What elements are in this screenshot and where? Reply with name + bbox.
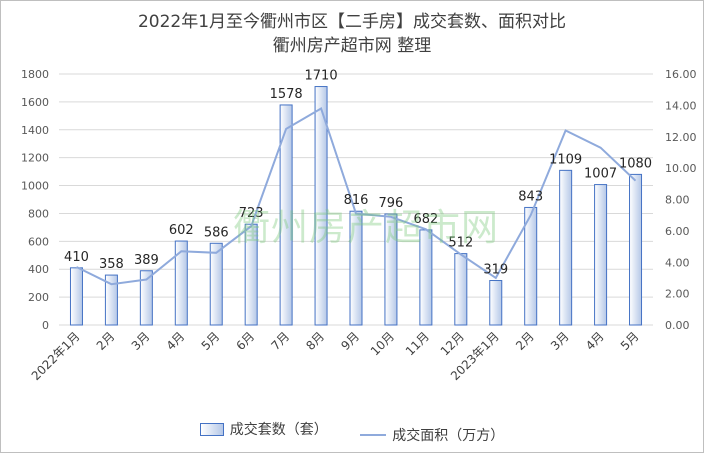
left-axis-tick-label: 800 — [28, 207, 49, 220]
right-axis-tick-label: 2.00 — [665, 288, 690, 301]
chart-title: 2022年1月至今衢州市区【二手房】成交套数、面积对比 — [137, 12, 567, 32]
legend-bar-swatch — [199, 422, 224, 436]
bar — [279, 104, 293, 326]
right-axis-tick-label: 16.00 — [665, 68, 697, 81]
x-axis-tick-label: 8月 — [303, 329, 327, 353]
right-axis-tick-label: 6.00 — [665, 225, 690, 238]
bar — [629, 173, 643, 326]
bar — [594, 184, 608, 326]
bar — [454, 253, 468, 326]
bar — [104, 274, 118, 326]
x-axis-tick-label: 9月 — [338, 329, 362, 353]
bar — [69, 267, 83, 326]
x-axis-tick-label: 2月 — [94, 329, 118, 353]
bar — [489, 280, 503, 326]
x-axis-tick-label: 2月 — [513, 329, 537, 353]
x-axis-tick-label: 11月 — [403, 329, 432, 358]
x-axis-tick-label: 10月 — [368, 329, 397, 358]
x-axis-tick-label: 3月 — [129, 329, 153, 353]
bar-value-label: 1007 — [584, 167, 617, 182]
left-axis-tick-label: 0 — [42, 319, 49, 332]
bar-value-label: 796 — [379, 196, 404, 211]
bar-value-label: 602 — [169, 223, 194, 238]
left-axis-tick-label: 1400 — [21, 124, 49, 137]
bar — [174, 240, 188, 326]
right-axis-tick-label: 10.00 — [665, 162, 697, 175]
bar — [524, 206, 538, 326]
bar-value-label: 410 — [64, 250, 89, 265]
left-axis-tick-label: 400 — [28, 263, 49, 276]
bar-value-label: 358 — [99, 257, 124, 272]
bar — [384, 213, 398, 326]
bar-value-label: 586 — [204, 225, 229, 240]
line-path — [76, 107, 637, 286]
legend: 成交套数（套） 成交面积（万方） — [1, 419, 703, 445]
right-axis-tick-label: 14.00 — [665, 99, 697, 112]
left-axis-ticks: 0 200 400 600 800 1000 1200 1400 1600 1800 — [21, 68, 49, 332]
bar-value-label: 1080 — [619, 156, 652, 171]
bar-series — [69, 86, 643, 326]
x-axis-tick-label: 2022年1月 — [29, 329, 83, 383]
bar — [209, 242, 223, 326]
right-axis-tick-label: 4.00 — [665, 256, 690, 269]
x-axis-tick-label: 6月 — [234, 329, 258, 353]
bar-value-label: 816 — [344, 193, 369, 208]
bar — [559, 169, 573, 326]
line-series — [76, 107, 637, 286]
bar-value-label: 389 — [134, 253, 159, 268]
left-axis-tick-label: 1800 — [21, 68, 49, 81]
x-axis-tick-label: 4月 — [164, 329, 188, 353]
bar-value-label: 319 — [483, 263, 508, 278]
left-axis-tick-label: 1600 — [21, 96, 49, 109]
chart-subtitle: 衢州房产超市网 整理 — [272, 36, 432, 56]
bar-value-label: 1578 — [270, 87, 303, 102]
x-axis-tick-label: 5月 — [618, 329, 642, 353]
bar-value-label: 1710 — [305, 69, 338, 84]
legend-item-line: 成交面积（万方） — [360, 425, 504, 445]
right-axis-tick-label: 12.00 — [665, 131, 697, 144]
bar-value-label: 723 — [239, 206, 264, 221]
right-axis-tick-label: 8.00 — [665, 194, 690, 207]
right-axis-ticks: 0.00 2.00 4.00 6.00 8.00 10.00 12.00 14.00 16.00 — [665, 68, 697, 332]
x-axis-tick-label: 4月 — [583, 329, 607, 353]
legend-item-bars: 成交套数（套） — [199, 419, 328, 439]
bar-value-label: 512 — [448, 236, 473, 251]
bar-value-label: 1109 — [549, 152, 582, 167]
bar-value-label: 843 — [518, 189, 543, 204]
x-axis-tick-label: 5月 — [199, 329, 223, 353]
legend-line-swatch — [360, 433, 387, 436]
legend-label-bars: 成交套数（套） — [229, 422, 328, 438]
right-axis-tick-label: 0.00 — [665, 319, 690, 332]
bar-value-label: 682 — [413, 212, 438, 227]
watermark-text: 衢州房产超市网 — [233, 206, 499, 249]
legend-label-line: 成交面积（万方） — [392, 427, 505, 444]
left-axis-tick-label: 1200 — [21, 152, 49, 165]
x-axis-tick-label: 7月 — [268, 329, 292, 353]
left-axis-tick-label: 600 — [28, 235, 49, 248]
left-axis-tick-label: 200 — [28, 291, 49, 304]
bar — [314, 86, 328, 326]
x-axis-tick-label: 3月 — [548, 329, 572, 353]
bar — [139, 270, 153, 326]
x-axis-tick-label: 12月 — [438, 329, 467, 358]
left-axis-tick-label: 1000 — [21, 180, 49, 193]
